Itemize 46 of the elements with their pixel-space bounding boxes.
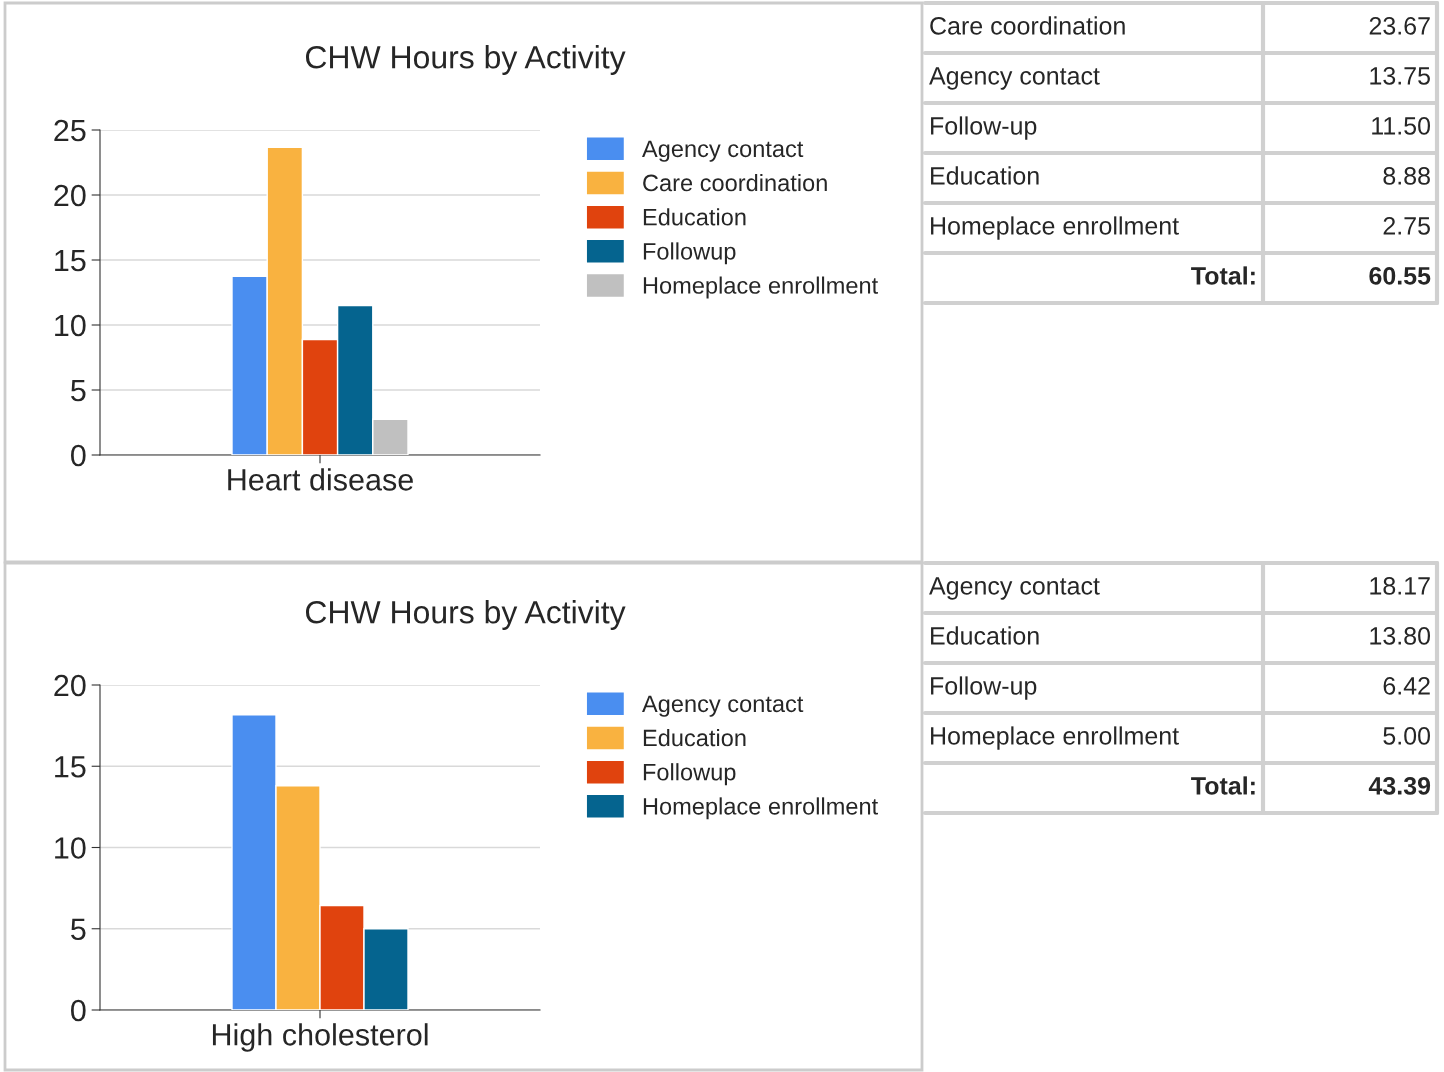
category-label: Follow-up [931,676,1037,700]
legend-label: Education [643,208,746,226]
chart-title: CHW Hours by Activity [305,600,626,630]
y-tick-label: 10 [55,314,86,337]
y-tick-label: 20 [54,184,86,207]
category-label: Agency contact [929,67,1100,90]
x-tick-label: Heart disease [228,468,413,491]
y-tick-label: 0 [71,999,86,1022]
legend-label: Homeplace enrollment [643,276,879,299]
category-label: Homeplace enrollment [931,216,1179,240]
legend-label: Agency contact [642,695,804,717]
y-tick-label: 10 [55,837,86,859]
legend-label: Followup [643,242,736,265]
legend-label: Care coordination [643,173,827,192]
category-label: Agency contact [929,577,1100,600]
text: 6.42 [1383,677,1430,695]
text: 43.39 [1368,777,1431,795]
text: 5.00 [1383,727,1431,745]
text: 2.75 [1383,217,1430,235]
legend-label: Homeplace enrollment [643,797,879,820]
legend-label: Education [643,728,746,747]
y-tick-label: 15 [55,756,86,778]
x-tick-label: High cholesterol [212,1023,428,1052]
y-tick-label: 5 [71,918,86,941]
text: 23.67 [1369,17,1430,35]
text: 13.80 [1370,627,1431,645]
category-label: Education [931,166,1039,185]
y-tick-label: 0 [71,444,86,467]
y-tick-label: 25 [54,119,86,142]
category-label: Care coordination [930,16,1125,35]
y-tick-label: 5 [71,380,86,402]
legend-label: Agency contact [642,140,804,162]
text: 60.55 [1369,267,1431,285]
category-label: Follow-up [931,116,1037,140]
text: Total: [1191,776,1255,795]
category-label: Education [931,626,1039,645]
text: Total: [1191,266,1255,285]
legend-label: Followup [643,763,736,786]
y-tick-label: 15 [55,250,86,272]
text: 13.75 [1370,67,1430,85]
chart-title: CHW Hours by Activity [305,45,626,75]
text: 8.88 [1383,167,1430,185]
y-tick-label: 20 [54,674,86,697]
text: 11.50 [1372,117,1431,135]
category-label: Homeplace enrollment [931,726,1179,750]
text: 18.17 [1370,577,1430,595]
